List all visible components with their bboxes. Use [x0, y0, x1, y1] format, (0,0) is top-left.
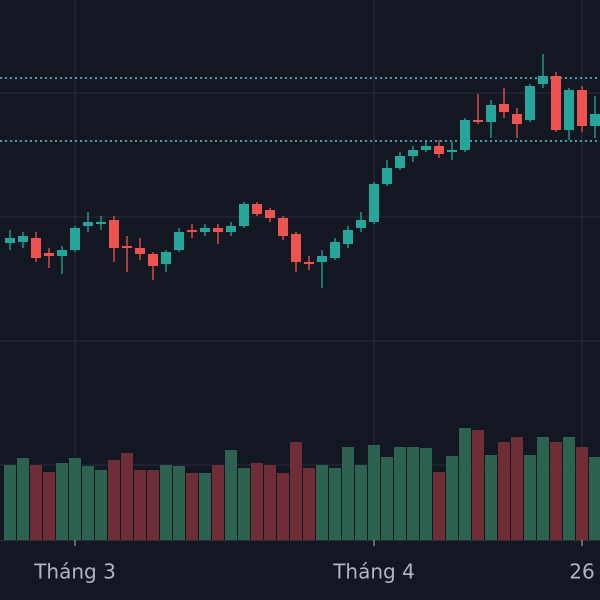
- candle-body: [590, 114, 600, 126]
- volume-bar: [56, 463, 68, 540]
- candle-body: [96, 222, 106, 224]
- volume-bar: [576, 447, 588, 540]
- volume-bar: [472, 430, 484, 540]
- candle-body: [408, 150, 418, 156]
- candle-body: [330, 242, 340, 258]
- x-tick-label: Tháng 4: [332, 560, 415, 584]
- volume-bar: [30, 465, 42, 540]
- volume-bar: [420, 448, 432, 540]
- candle-body: [174, 232, 184, 250]
- volume-bar: [17, 458, 29, 540]
- volume-bar: [238, 468, 250, 540]
- candle-body: [70, 228, 80, 250]
- volume-bar: [212, 465, 224, 540]
- volume-bar: [303, 468, 315, 540]
- candle-body: [161, 252, 171, 264]
- candle-body: [109, 220, 119, 248]
- volume-bar: [173, 466, 185, 540]
- volume-bar: [316, 465, 328, 540]
- candle-body: [18, 236, 28, 242]
- candle-body: [57, 250, 67, 256]
- volume-bar: [121, 453, 133, 540]
- volume-bar: [277, 473, 289, 540]
- candle-body: [538, 76, 548, 84]
- volume-bar: [251, 463, 263, 540]
- volume-bar: [329, 468, 341, 540]
- candle-body: [473, 120, 483, 122]
- volume-bar: [225, 450, 237, 540]
- candle-body: [421, 146, 431, 150]
- volume-bar: [108, 460, 120, 540]
- candle-body: [382, 168, 392, 184]
- volume-bar: [199, 473, 211, 540]
- candle-body: [44, 253, 54, 256]
- candle-body: [31, 238, 41, 258]
- candle-body: [304, 262, 314, 264]
- candle-body: [343, 230, 353, 244]
- candle-body: [525, 86, 535, 120]
- volume-bar: [134, 470, 146, 540]
- x-tick-label: 26: [569, 560, 594, 584]
- volume-bar: [524, 455, 536, 540]
- candle-body: [317, 256, 327, 262]
- candle-body: [564, 90, 574, 130]
- candle-body: [512, 114, 522, 124]
- candle-body: [278, 218, 288, 236]
- volume-bar: [4, 465, 16, 540]
- volume-bar: [511, 437, 523, 540]
- candle-body: [213, 228, 223, 232]
- volume-bar: [264, 465, 276, 540]
- candle-body: [551, 76, 561, 130]
- volume-bar: [160, 465, 172, 540]
- volume-bar: [550, 442, 562, 540]
- volume-bar: [563, 437, 575, 540]
- candle-body: [486, 105, 496, 122]
- volume-bar: [368, 445, 380, 540]
- candle-body: [200, 228, 210, 232]
- volume-bar: [342, 447, 354, 540]
- volume-bar: [381, 457, 393, 540]
- volume-bar: [446, 456, 458, 540]
- candle-body: [356, 220, 366, 228]
- volume-bar: [537, 437, 549, 540]
- candle-body: [434, 146, 444, 154]
- volume-bar: [43, 472, 55, 540]
- volume-bar: [589, 457, 600, 540]
- x-tick-label: Tháng 3: [33, 560, 116, 584]
- candle-body: [252, 204, 262, 214]
- volume-bar: [355, 465, 367, 540]
- candle-body: [577, 90, 587, 126]
- candle-body: [83, 222, 93, 226]
- volume-bar: [290, 442, 302, 540]
- candle-body: [460, 120, 470, 150]
- volume-bar: [186, 473, 198, 540]
- candle-body: [265, 210, 275, 218]
- candle-body: [226, 226, 236, 232]
- candle-body: [499, 104, 509, 112]
- volume-bar: [433, 472, 445, 540]
- volume-bar: [69, 458, 81, 540]
- candle-body: [135, 248, 145, 254]
- candle-body: [239, 204, 249, 226]
- candle-body: [447, 150, 457, 152]
- candle-body: [148, 254, 158, 266]
- volume-bar: [459, 428, 471, 540]
- candle-body: [395, 156, 405, 168]
- volume-bar: [82, 466, 94, 540]
- volume-bar: [407, 447, 419, 540]
- volume-bar: [95, 470, 107, 540]
- candle-body: [187, 230, 197, 232]
- candle-body: [369, 184, 379, 222]
- candle-body: [291, 234, 301, 262]
- volume-bar: [485, 455, 497, 540]
- volume-bar: [394, 447, 406, 540]
- volume-bar: [498, 442, 510, 540]
- candle-body: [5, 238, 15, 243]
- volume-bar: [147, 470, 159, 540]
- candle-body: [122, 246, 132, 248]
